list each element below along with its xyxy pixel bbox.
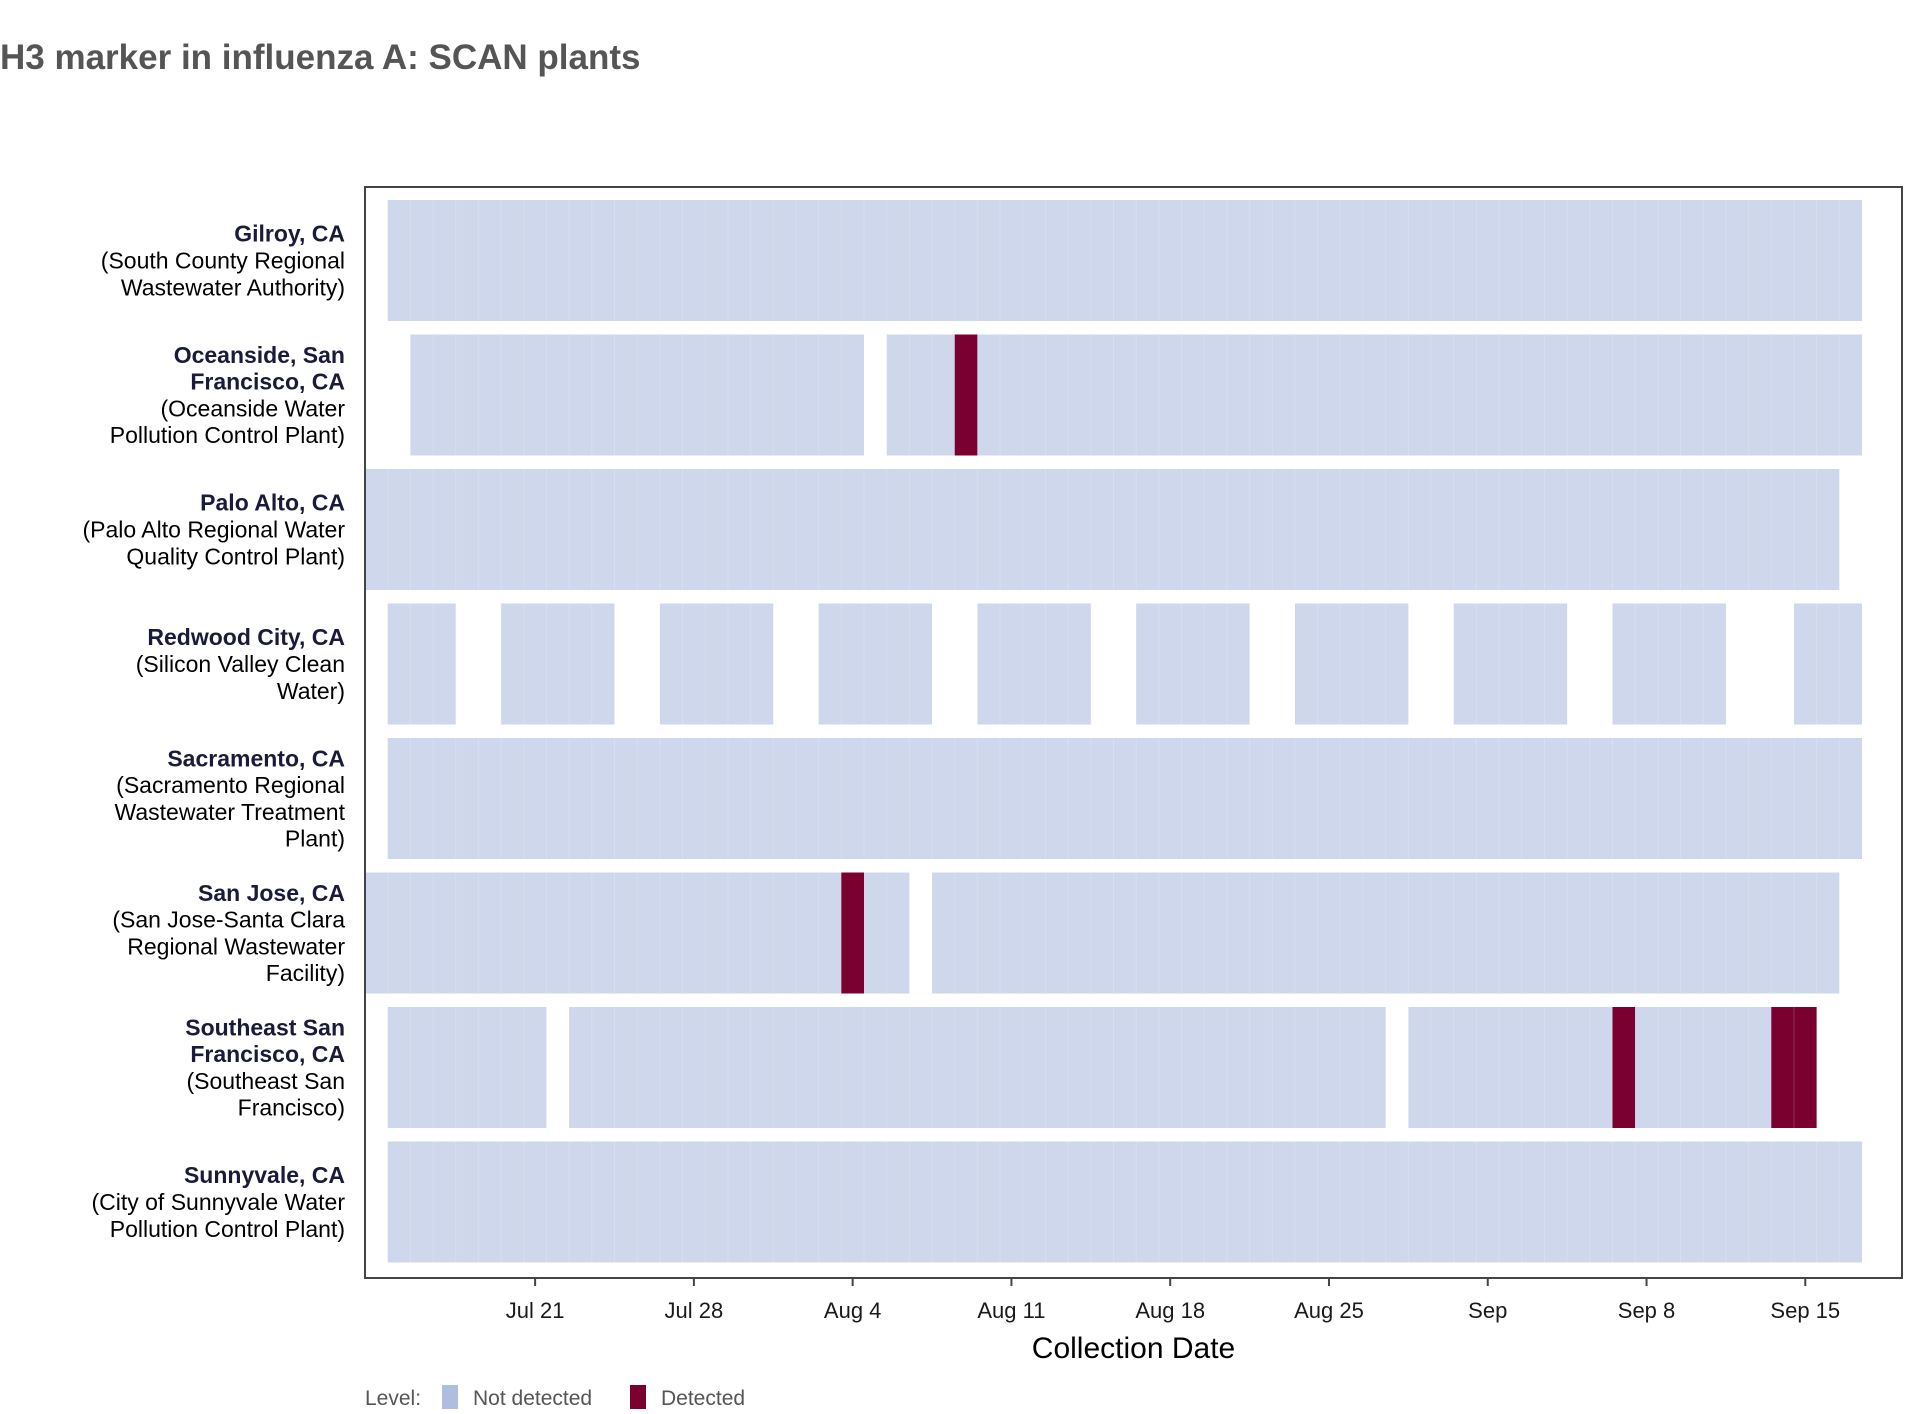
tile-not-detected xyxy=(864,872,910,994)
legend-swatch-not-detected xyxy=(442,1385,458,1409)
site-facility-label: Water) xyxy=(277,678,345,704)
x-tick-label: Aug 18 xyxy=(1135,1298,1205,1323)
tile-not-detected xyxy=(387,603,456,725)
site-facility-label: (Palo Alto Regional Water xyxy=(82,517,345,543)
site-facility-label: (South County Regional xyxy=(101,248,345,274)
tile-not-detected xyxy=(1408,1007,1613,1128)
site-row xyxy=(387,603,1862,725)
site-row xyxy=(365,872,1840,994)
site-facility-label: Pollution Control Plant) xyxy=(110,422,345,448)
site-facility-label: (Southeast San xyxy=(186,1068,345,1094)
tile-not-detected xyxy=(365,469,1840,590)
tile-detected xyxy=(841,872,864,994)
legend: Level: Not detected Detected xyxy=(365,1385,745,1410)
site-name-label: Francisco, CA xyxy=(190,1041,345,1067)
x-tick-label: Aug 11 xyxy=(977,1298,1045,1323)
site-row xyxy=(410,334,1862,456)
tile-not-detected xyxy=(501,603,615,725)
x-tick-label: Sep 15 xyxy=(1770,1298,1840,1323)
tile-not-detected xyxy=(886,334,955,456)
site-row xyxy=(387,200,1863,321)
site-facility-label: Wastewater Authority) xyxy=(121,274,345,300)
chart-title: H3 marker in influenza A: SCAN plants xyxy=(0,38,641,77)
tile-not-detected xyxy=(387,200,1863,321)
site-facility-label: Quality Control Plant) xyxy=(126,543,345,569)
site-name-label: Southeast San xyxy=(185,1014,345,1040)
site-name-label: Sunnyvale, CA xyxy=(184,1162,345,1188)
site-row xyxy=(387,738,1863,859)
site-facility-label: Wastewater Treatment xyxy=(114,799,345,825)
site-facility-label: (Silicon Valley Clean xyxy=(136,651,345,677)
tile-not-detected xyxy=(569,1007,1386,1128)
tile-not-detected xyxy=(977,334,1862,456)
x-axis: Jul 21 Jul 28 Aug 4 Aug 11 Aug 18 Aug 25 Sep Se… xyxy=(506,1278,1840,1323)
site-row xyxy=(365,469,1840,590)
site-row xyxy=(387,1007,1817,1128)
x-tick-label: Sep 8 xyxy=(1618,1298,1676,1323)
site-name-label: Francisco, CA xyxy=(190,369,345,395)
site-name-label: San Jose, CA xyxy=(198,880,345,906)
x-tick-label: Jul 21 xyxy=(506,1298,565,1323)
tile-not-detected xyxy=(387,1141,1863,1263)
site-name-label: Oceanside, San xyxy=(174,342,345,368)
tile-not-detected xyxy=(977,603,1091,725)
site-labels: Gilroy, CA(South County RegionalWastewat… xyxy=(82,221,345,1242)
tile-detected xyxy=(1612,1007,1636,1128)
x-tick-label: Aug 25 xyxy=(1294,1298,1364,1323)
tile-detected xyxy=(1771,1007,1817,1128)
tile-not-detected xyxy=(1635,1007,1772,1128)
plot-frame xyxy=(364,186,1903,1279)
site-facility-label: Facility) xyxy=(266,960,345,986)
tile-not-detected xyxy=(818,603,933,725)
site-facility-label: (Sacramento Regional xyxy=(116,772,345,798)
tile-detected xyxy=(954,334,978,456)
site-facility-label: (Oceanside Water xyxy=(161,395,346,421)
site-facility-label: Pollution Control Plant) xyxy=(110,1216,345,1242)
tile-not-detected xyxy=(387,1007,547,1128)
site-row xyxy=(387,1141,1863,1263)
x-axis-title: Collection Date xyxy=(1032,1332,1235,1365)
tile-not-detected xyxy=(1612,603,1726,725)
tile-not-detected xyxy=(1136,603,1250,725)
tile-not-detected xyxy=(1793,603,1862,725)
legend-title: Level: xyxy=(365,1387,421,1410)
site-facility-label: Regional Wastewater xyxy=(127,933,345,959)
site-facility-label: (San Jose-Santa Clara xyxy=(112,907,345,933)
legend-swatch-detected xyxy=(630,1385,646,1409)
x-tick-label: Jul 28 xyxy=(665,1298,724,1323)
tile-not-detected xyxy=(365,872,842,994)
legend-item-label: Detected xyxy=(661,1387,745,1410)
tile-not-detected xyxy=(1294,603,1409,725)
site-facility-label: Plant) xyxy=(285,826,345,852)
tile-not-detected xyxy=(932,872,1840,994)
tile-not-detected xyxy=(410,334,864,456)
tile-not-detected xyxy=(387,738,1863,859)
x-tick-label: Sep xyxy=(1468,1298,1507,1323)
site-facility-label: Francisco) xyxy=(238,1095,345,1121)
site-facility-label: (City of Sunnyvale Water xyxy=(91,1189,345,1215)
site-name-label: Sacramento, CA xyxy=(167,745,345,771)
heatmap-rows xyxy=(365,200,1863,1263)
site-name-label: Redwood City, CA xyxy=(147,624,345,650)
tile-not-detected xyxy=(1453,603,1568,725)
tile-not-detected xyxy=(659,603,774,725)
site-name-label: Gilroy, CA xyxy=(234,221,345,247)
site-name-label: Palo Alto, CA xyxy=(200,490,345,516)
legend-item-label: Not detected xyxy=(473,1387,592,1410)
x-tick-label: Aug 4 xyxy=(824,1298,882,1323)
